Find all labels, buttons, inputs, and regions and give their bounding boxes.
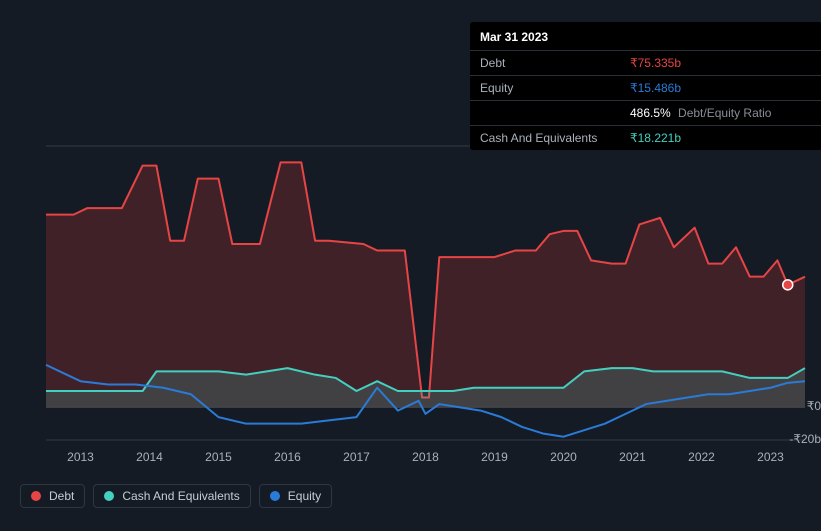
- chart-legend: Debt Cash And Equivalents Equity: [20, 484, 332, 508]
- legend-label: Cash And Equivalents: [122, 489, 239, 503]
- x-tick-label: 2014: [136, 450, 163, 464]
- chart-tooltip: Mar 31 2023 Debt ₹75.335b Equity ₹15.486b 48…: [470, 22, 821, 150]
- x-tick-label: 2022: [688, 450, 715, 464]
- tooltip-row: Cash And Equivalents ₹18.221b: [470, 125, 821, 150]
- legend-dot-icon: [270, 491, 280, 501]
- legend-label: Equity: [288, 489, 321, 503]
- tooltip-date: Mar 31 2023: [470, 22, 821, 50]
- x-tick-label: 2013: [67, 450, 94, 464]
- y-tick-label: ₹0: [781, 399, 821, 413]
- tooltip-row-label: Debt: [480, 54, 610, 72]
- tooltip-row-value: ₹18.221b: [630, 129, 681, 147]
- tooltip-row-value: ₹15.486b: [630, 79, 681, 97]
- x-tick-label: 2021: [619, 450, 646, 464]
- tooltip-row-label: Equity: [480, 79, 610, 97]
- legend-item-debt[interactable]: Debt: [20, 484, 85, 508]
- x-tick-label: 2019: [481, 450, 508, 464]
- legend-label: Debt: [49, 489, 74, 503]
- tooltip-row-label: [480, 104, 610, 122]
- y-tick-label: -₹20b: [781, 432, 821, 446]
- tooltip-row: 486.5% Debt/Equity Ratio: [470, 100, 821, 125]
- legend-item-cash-and-equivalents[interactable]: Cash And Equivalents: [93, 484, 250, 508]
- legend-dot-icon: [104, 491, 114, 501]
- x-tick-label: 2020: [550, 450, 577, 464]
- tooltip-row: Equity ₹15.486b: [470, 75, 821, 100]
- tooltip-row-value: ₹75.335b: [630, 54, 681, 72]
- tooltip-row-label: Cash And Equivalents: [480, 129, 610, 147]
- x-tick-label: 2023: [757, 450, 784, 464]
- tooltip-row: Debt ₹75.335b: [470, 50, 821, 75]
- x-tick-label: 2015: [205, 450, 232, 464]
- tooltip-row-value: 486.5% Debt/Equity Ratio: [630, 104, 771, 122]
- legend-item-equity[interactable]: Equity: [259, 484, 332, 508]
- x-tick-label: 2016: [274, 450, 301, 464]
- x-tick-label: 2018: [412, 450, 439, 464]
- x-tick-label: 2017: [343, 450, 370, 464]
- legend-dot-icon: [31, 491, 41, 501]
